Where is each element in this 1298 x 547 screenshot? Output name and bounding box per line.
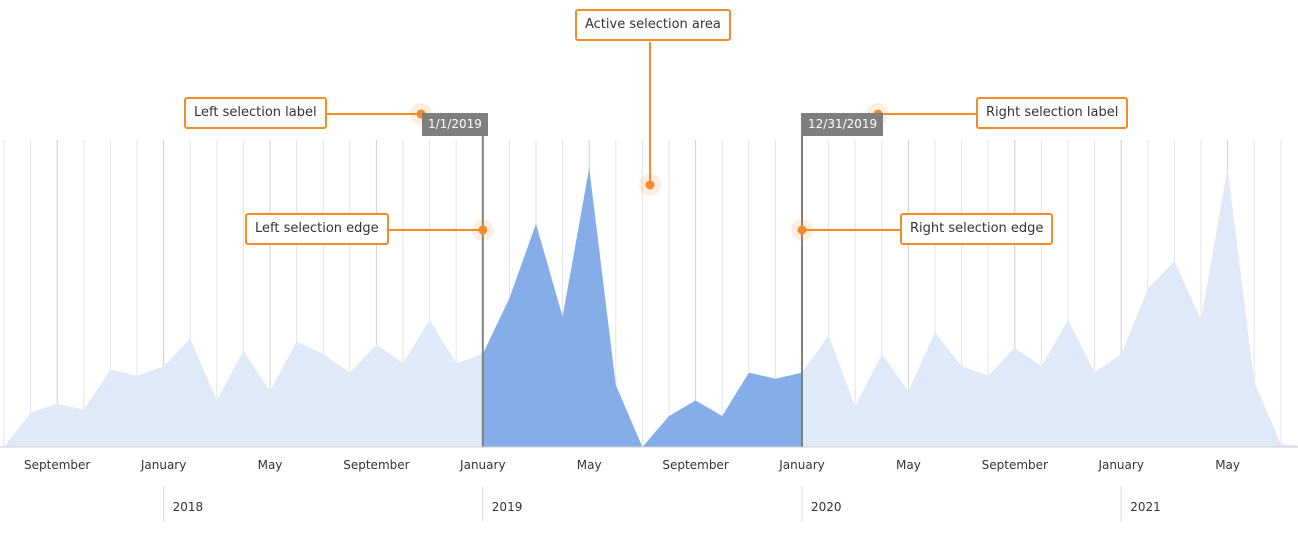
year-label: 2021 <box>1130 500 1161 514</box>
year-label: 2018 <box>173 500 204 514</box>
series-area-selected[interactable] <box>482 168 802 447</box>
data-point <box>189 337 192 340</box>
data-point <box>508 297 511 300</box>
callout-left-selection-label: Left selection label <box>184 97 327 129</box>
data-point <box>588 167 591 170</box>
callout-right-selection-label: Right selection label <box>976 97 1129 129</box>
data-point <box>56 402 59 405</box>
callout-right-selection-edge: Right selection edge <box>900 213 1054 245</box>
data-point <box>82 408 85 411</box>
data-point <box>402 362 405 365</box>
data-point <box>348 371 351 374</box>
data-point <box>29 411 32 414</box>
data-point <box>428 318 431 321</box>
data-point <box>1120 353 1123 356</box>
data-point <box>535 222 538 225</box>
callout-dot-left-edge <box>478 225 488 235</box>
year-label: 2020 <box>811 500 842 514</box>
data-point <box>1093 371 1096 374</box>
data-point <box>1040 365 1043 368</box>
x-tick-label: January <box>1097 458 1144 472</box>
data-point <box>694 399 697 402</box>
data-point <box>934 331 937 334</box>
data-point <box>455 362 458 365</box>
data-point <box>1013 346 1016 349</box>
data-point <box>295 340 298 343</box>
data-point <box>1173 260 1176 263</box>
data-point <box>774 377 777 380</box>
data-point <box>907 390 910 393</box>
data-point <box>960 365 963 368</box>
x-tick-label: September <box>343 458 409 472</box>
callout-active-selection-area: Active selection area <box>575 9 731 41</box>
data-point <box>136 374 139 377</box>
callout-left-selection-edge: Left selection edge <box>245 213 389 245</box>
data-point <box>375 343 378 346</box>
callout-dot-right-edge <box>797 225 807 235</box>
x-tick-label: September <box>662 458 728 472</box>
data-point <box>987 374 990 377</box>
series-area-unselected-right <box>802 168 1298 447</box>
data-point <box>1200 318 1203 321</box>
data-point <box>322 353 325 356</box>
x-tick-label: January <box>778 458 825 472</box>
data-point <box>215 399 218 402</box>
data-point <box>561 315 564 318</box>
data-point <box>1226 167 1229 170</box>
x-tick-label: January <box>459 458 506 472</box>
data-point <box>747 371 750 374</box>
data-point <box>162 365 165 368</box>
data-point <box>1279 442 1282 445</box>
data-point <box>242 349 245 352</box>
x-tick-label: September <box>24 458 90 472</box>
x-tick-label: September <box>982 458 1048 472</box>
data-point <box>1253 380 1256 383</box>
data-point <box>614 384 617 387</box>
data-point <box>269 390 272 393</box>
data-point <box>668 415 671 418</box>
x-tick-label: May <box>896 458 921 472</box>
x-tick-label: January <box>140 458 187 472</box>
left-selection-label[interactable]: 1/1/2019 <box>422 113 488 136</box>
data-point <box>721 415 724 418</box>
right-selection-label[interactable]: 12/31/2019 <box>802 113 884 136</box>
data-point <box>854 405 857 408</box>
callout-dot-active-area <box>645 180 655 190</box>
data-point <box>880 353 883 356</box>
data-point <box>827 334 830 337</box>
series-area-unselected-left <box>4 319 483 447</box>
x-tick-label: May <box>577 458 602 472</box>
x-tick-label: May <box>1215 458 1240 472</box>
x-tick-label: May <box>258 458 283 472</box>
data-point <box>1146 287 1149 290</box>
data-point <box>1067 318 1070 321</box>
data-point <box>109 368 112 371</box>
year-label: 2019 <box>492 500 523 514</box>
